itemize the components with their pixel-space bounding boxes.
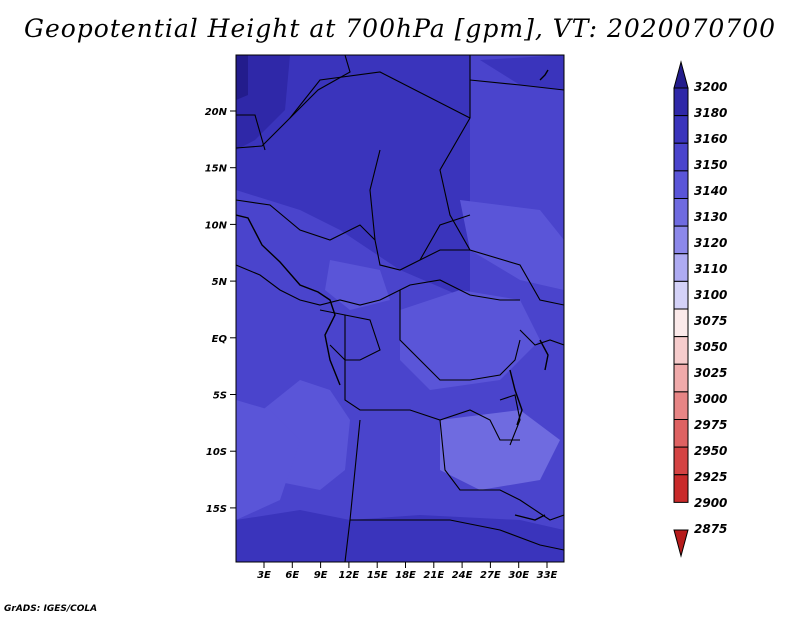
colorbar-level-label: 2900 (694, 496, 728, 510)
lon-label: 30E (508, 570, 529, 581)
colorbar-level-label: 2950 (694, 444, 728, 458)
colorbar-level-label: 3075 (694, 314, 728, 328)
grads-credit: GrADS: IGES/COLA (4, 604, 98, 614)
colorbar-swatch (673, 308, 689, 338)
field-atlantic-3140 (236, 400, 300, 520)
colorbar (673, 60, 689, 558)
colorbar-bottom-arrow (673, 529, 689, 558)
colorbar-level-label: 3140 (694, 184, 728, 198)
colorbar-swatch (673, 474, 689, 503)
colorbar-level-label: 3200 (694, 80, 728, 94)
field-corner-3200 (236, 55, 248, 100)
colorbar-swatch (673, 87, 689, 117)
country-borders (236, 55, 564, 562)
colorbar-swatch (673, 391, 689, 420)
lon-label: 21E (423, 570, 444, 581)
colorbar-level-label: 3000 (694, 392, 728, 406)
colorbar-level-label: 3025 (694, 366, 728, 380)
lat-label: EQ (212, 334, 228, 345)
field-south-3160 (236, 510, 564, 562)
lon-label: 15E (367, 570, 388, 581)
field-east-3140 (460, 200, 564, 290)
lon-label: 6E (285, 570, 299, 581)
field-congo-3140 (400, 290, 540, 390)
colorbar-level-label: 2925 (694, 470, 728, 484)
lon-label: 27E (480, 570, 501, 581)
lon-label: 18E (395, 570, 416, 581)
lat-axis: 20N 15N 10N 5N EQ 5S 10S 15S (205, 107, 236, 515)
lat-label: 5N (212, 277, 228, 288)
colorbar-level-label: 3130 (694, 210, 728, 224)
colorbar-swatch (673, 363, 689, 393)
colorbar-level-label: 2875 (694, 522, 728, 536)
lat-label: 15S (206, 504, 227, 515)
lat-label: 20N (205, 107, 228, 118)
colorbar-level-label: 3160 (694, 132, 728, 146)
colorbar-swatch (673, 115, 689, 144)
colorbar-swatch (673, 253, 689, 282)
map-frame (235, 54, 565, 563)
colorbar-swatch (673, 336, 689, 365)
map-title: Geopotential Height at 700hPa [gpm], VT:… (23, 14, 777, 43)
colorbar-swatch (673, 419, 689, 448)
field-northwest-3180 (236, 55, 290, 150)
field-southeast-3130 (440, 410, 560, 490)
colorbar-level-label: 3180 (694, 106, 728, 120)
colorbar-level-label: 3150 (694, 158, 728, 172)
lon-axis: 3E 6E 9E 12E 15E 18E 21E 24E 27E 30E 33E (257, 562, 558, 581)
colorbar-top-arrow (673, 60, 689, 89)
lon-label: 3E (257, 570, 271, 581)
colorbar-level-label: 2975 (694, 418, 728, 432)
colorbar-swatch (673, 280, 689, 310)
field-northeast-3160 (480, 55, 564, 90)
lon-label: 33E (537, 570, 558, 581)
colorbar-level-label: 3050 (694, 340, 728, 354)
colorbar-swatch (673, 446, 689, 476)
colorbar-level-label: 3120 (694, 236, 728, 250)
lon-label: 24E (452, 570, 473, 581)
lat-label: 5S (213, 391, 227, 402)
lat-label: 10S (206, 447, 227, 458)
colorbar-swatch (673, 170, 689, 199)
lon-label: 12E (339, 570, 360, 581)
colorbar-swatch (673, 142, 689, 172)
lon-label: 9E (314, 570, 328, 581)
field-north-3160 (236, 55, 470, 300)
colorbar-level-label: 3100 (694, 288, 728, 302)
colorbar-level-label: 3110 (694, 262, 728, 276)
field-cameroon-3140 (325, 260, 390, 310)
lat-label: 15N (205, 164, 228, 175)
colorbar-swatch (673, 225, 689, 255)
coastlines-lakes (236, 69, 549, 521)
lat-label: 10N (205, 220, 228, 231)
colorbar-swatch (673, 198, 689, 227)
